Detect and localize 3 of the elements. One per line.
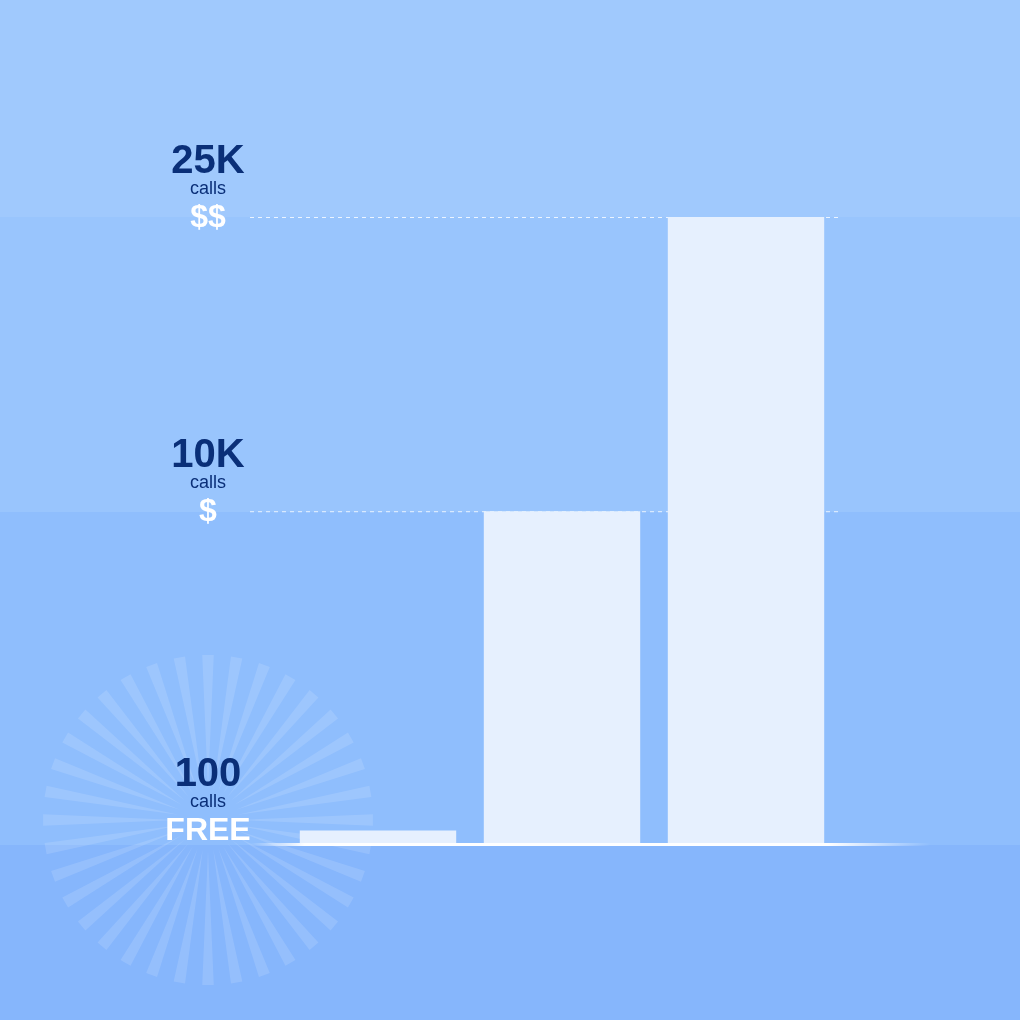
annotation: 100 calls FREE <box>165 750 251 847</box>
ref-line-label: 10K calls $ <box>171 431 245 529</box>
ref-line-label: 25K calls $$ <box>171 137 245 234</box>
